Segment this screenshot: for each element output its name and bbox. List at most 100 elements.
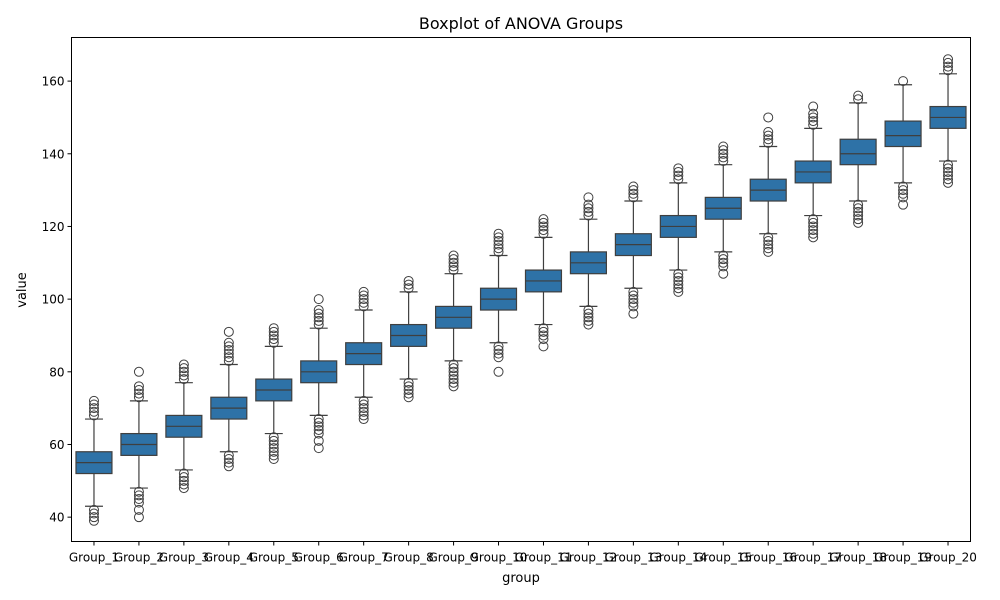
outlier-point [88,395,99,406]
x-tick-label: Group_2 [114,551,164,565]
outlier-point [583,199,594,210]
y-tick-label: 140 [42,147,65,161]
outlier-point [673,279,684,290]
box-group [434,250,473,392]
outlier-point [493,239,504,250]
outlier-point [313,319,324,330]
outlier-point [223,454,234,465]
outlier-point [268,439,279,450]
x-tick-label: Group_14 [649,551,707,565]
outlier-point [268,334,279,345]
x-tick-label: Group_1 [69,551,119,565]
outlier-point [493,228,504,239]
x-tick-label: Group_10 [470,551,528,565]
outlier-point [88,399,99,410]
outlier-point [268,330,279,341]
box [884,120,922,148]
plot-frame [71,37,971,542]
outlier-point [628,297,639,308]
outlier-point [178,468,189,479]
outlier-point [403,392,414,403]
outlier-point [898,188,909,199]
outlier-point [808,221,819,232]
x-tick-label: Group_20 [919,551,977,565]
y-axis: 40 60 80 100 120 140 160 [42,75,72,525]
outlier-point [403,377,414,388]
x-axis: Group_1Group_2Group_3Group_4Group_5Group… [69,541,977,565]
outlier-point [853,210,864,221]
outlier-point [313,414,324,425]
outlier-point [538,228,549,239]
outlier-point [313,312,324,323]
outlier-point [538,341,549,352]
outlier-point [808,225,819,236]
outlier-point [178,363,189,374]
boxes-layer [75,54,967,526]
outlier-point [448,363,459,374]
outlier-point [268,323,279,334]
y-tick-label: 160 [42,75,65,89]
x-tick-label: Group_9 [428,551,478,565]
x-tick-label: Group_17 [784,551,842,565]
x-tick-label: Group_8 [384,551,434,565]
outlier-point [583,315,594,326]
box-group [569,192,608,330]
outlier-point [628,290,639,301]
box-group [210,326,248,472]
outlier-point [178,366,189,377]
outlier-point [223,450,234,461]
outlier-point [313,443,324,454]
outlier-point [358,294,369,305]
outlier-point [448,257,459,268]
outlier-point [763,130,774,141]
outlier-point [133,388,144,399]
outlier-point [763,246,774,257]
outlier-point [853,199,864,210]
outlier-point [133,381,144,392]
outlier-point [358,403,369,414]
x-tick-label: Group_13 [604,551,662,565]
outlier-point [538,214,549,225]
outlier-point [943,65,954,76]
outlier-point [403,384,414,395]
outlier-point [853,206,864,217]
outlier-point [628,181,639,192]
outlier-point [403,275,414,286]
outlier-point [808,232,819,243]
outlier-point [133,497,144,508]
outlier-point [583,203,594,214]
outlier-point [718,145,729,156]
outlier-point [358,301,369,312]
outlier-point [538,221,549,232]
outlier-point [88,504,99,515]
outlier-point [493,345,504,356]
outlier-point [673,166,684,177]
outlier-point [358,406,369,417]
outlier-point [448,359,459,370]
outlier-point [268,337,279,348]
outlier-point [403,279,414,290]
outlier-point [358,290,369,301]
outlier-point [718,268,729,279]
outlier-point [583,319,594,330]
outlier-point [718,141,729,152]
x-tick-label: Group_5 [249,551,299,565]
outlier-point [538,217,549,228]
outlier-point [763,134,774,145]
outlier-point [808,119,819,130]
box-group [255,323,293,465]
outlier-point [133,490,144,501]
outlier-point [448,374,459,385]
outlier-point [808,116,819,127]
y-tick-label: 40 [49,511,64,525]
outlier-point [493,232,504,243]
outlier-point [313,424,324,435]
outlier-point [853,217,864,228]
outlier-point [538,326,549,337]
outlier-point [673,163,684,174]
outlier-point [538,323,549,334]
outlier-point [628,185,639,196]
outlier-point [448,254,459,265]
outlier-point [133,392,144,403]
outlier-point [268,446,279,457]
